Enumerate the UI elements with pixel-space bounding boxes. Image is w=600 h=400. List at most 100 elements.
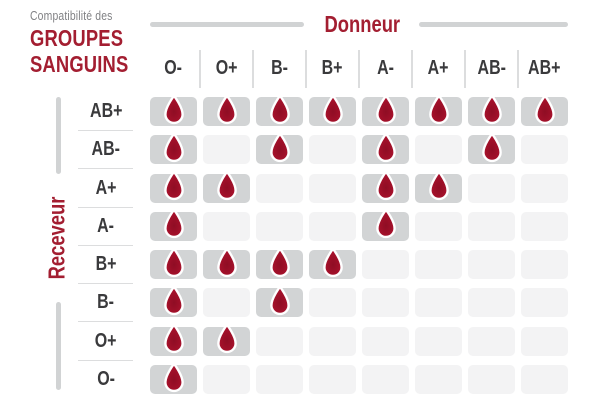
blood-drop-icon	[481, 94, 502, 124]
cell-ab-neg-from-a-neg	[362, 132, 409, 165]
donor-header-label: O-	[164, 56, 183, 79]
receiver-label-b-neg: B-	[78, 288, 133, 323]
blood-drop-icon	[269, 285, 290, 316]
receiver-axis-line-bottom	[56, 302, 61, 390]
receiver-label-ab-neg: AB-	[78, 135, 133, 170]
cell-b-negpos-from-ab-neg	[468, 250, 515, 280]
cell-o-neg-from-ab-negpos	[521, 365, 568, 395]
blood-drop-icon	[375, 94, 396, 124]
cell-b-negpos-from-o-negpos	[203, 247, 250, 280]
blood-drop-icon	[375, 132, 396, 162]
cell-a-neg-from-b-neg	[256, 211, 303, 241]
cell-a-negpos-from-o-neg	[150, 170, 197, 203]
cell-b-neg-from-b-neg	[256, 285, 303, 318]
cell-b-negpos-from-a-negpos	[415, 250, 462, 280]
cell-a-negpos-from-b-neg	[256, 173, 303, 203]
blood-drop-icon	[428, 170, 449, 201]
blood-drop-icon	[163, 94, 184, 124]
blood-drop-icon	[322, 247, 343, 277]
cell-b-neg-from-ab-negpos	[521, 288, 568, 318]
blood-drop-icon	[163, 132, 184, 162]
donor-header-label: B-	[271, 56, 288, 79]
cell-ab-negpos-from-o-negpos	[203, 94, 250, 126]
blood-drop-icon	[163, 323, 184, 354]
donor-header-ab-negpos: AB+	[521, 48, 568, 88]
cell-a-negpos-from-a-neg	[362, 170, 409, 203]
donor-header-label: B+	[322, 56, 343, 79]
cell-ab-negpos-from-ab-negpos	[521, 94, 568, 126]
blood-drop-icon	[534, 94, 555, 124]
cell-o-negpos-from-ab-negpos	[521, 326, 568, 356]
cell-b-negpos-from-a-neg	[362, 250, 409, 280]
blood-drop-icon	[375, 170, 396, 201]
cell-a-negpos-from-ab-neg	[468, 173, 515, 203]
receiver-label-o-negpos: O+	[78, 327, 133, 361]
donor-header-a-negpos: A+	[415, 48, 466, 88]
receiver-label-column: AB+ AB- A+ A- B+ B- O+ O-	[78, 97, 133, 394]
cell-o-negpos-from-b-neg	[256, 326, 303, 356]
blood-drop-icon	[163, 362, 184, 392]
blood-drop-icon	[375, 208, 396, 239]
compatibility-matrix	[150, 94, 568, 395]
blood-drop-icon	[163, 208, 184, 239]
cell-b-negpos-from-b-negpos	[309, 247, 356, 280]
receiver-label-text: B+	[95, 253, 117, 276]
cell-ab-neg-from-ab-neg	[468, 132, 515, 165]
cell-o-negpos-from-a-neg	[362, 326, 409, 356]
donor-header-row: O- O+ B- B+ A- A+ AB- AB+	[150, 48, 568, 88]
chart-title: Compatibilité des GROUPES SANGUINS	[30, 8, 153, 76]
chart-title-line1: GROUPES	[30, 25, 124, 51]
cell-b-neg-from-o-neg	[150, 285, 197, 318]
cell-a-neg-from-b-negpos	[309, 211, 356, 241]
cell-ab-negpos-from-b-negpos	[309, 94, 356, 126]
cell-o-neg-from-o-neg	[150, 362, 197, 395]
donor-header-ab-neg: AB-	[468, 48, 519, 88]
receiver-label-ab-negpos: AB+	[78, 97, 133, 131]
cell-ab-neg-from-o-negpos	[203, 135, 250, 165]
cell-b-negpos-from-o-neg	[150, 247, 197, 280]
donor-axis-label: Donneur	[324, 11, 400, 37]
cell-o-negpos-from-o-neg	[150, 323, 197, 356]
chart-subtitle: Compatibilité des	[30, 8, 113, 23]
blood-drop-icon	[216, 323, 237, 354]
donor-header-label: AB-	[477, 56, 506, 79]
cell-a-negpos-from-ab-negpos	[521, 173, 568, 203]
donor-header-label: AB+	[528, 56, 561, 79]
cell-ab-neg-from-ab-negpos	[521, 135, 568, 165]
receiver-label-text: O+	[95, 329, 117, 352]
cell-b-negpos-from-ab-negpos	[521, 250, 568, 280]
cell-ab-negpos-from-ab-neg	[468, 94, 515, 126]
receiver-axis-label: Receveur	[43, 196, 70, 280]
cell-o-negpos-from-b-negpos	[309, 326, 356, 356]
blood-drop-icon	[428, 94, 449, 124]
donor-axis-line-left	[150, 22, 304, 27]
cell-a-neg-from-o-neg	[150, 208, 197, 241]
cell-ab-negpos-from-b-neg	[256, 94, 303, 126]
receiver-label-b-negpos: B+	[78, 250, 133, 285]
cell-a-neg-from-a-neg	[362, 208, 409, 241]
cell-b-neg-from-a-neg	[362, 288, 409, 318]
receiver-label-text: AB-	[91, 138, 121, 161]
cell-b-negpos-from-b-neg	[256, 247, 303, 280]
cell-o-neg-from-a-neg	[362, 365, 409, 395]
cell-b-neg-from-o-negpos	[203, 288, 250, 318]
blood-drop-icon	[163, 170, 184, 201]
receiver-label-o-neg: O-	[79, 365, 133, 394]
cell-ab-neg-from-b-negpos	[309, 135, 356, 165]
cell-a-neg-from-o-negpos	[203, 211, 250, 241]
cell-o-neg-from-a-negpos	[415, 365, 462, 395]
cell-a-negpos-from-o-negpos	[203, 170, 250, 203]
blood-drop-icon	[269, 94, 290, 124]
blood-drop-icon	[322, 94, 343, 124]
cell-ab-negpos-from-a-negpos	[415, 94, 462, 126]
cell-a-neg-from-ab-negpos	[521, 211, 568, 241]
cell-o-negpos-from-a-negpos	[415, 326, 462, 356]
cell-a-negpos-from-a-negpos	[415, 170, 462, 203]
donor-header-o-negpos: O+	[203, 48, 254, 88]
cell-ab-neg-from-a-negpos	[415, 135, 462, 165]
blood-drop-icon	[216, 94, 237, 124]
receiver-label-text: AB+	[89, 100, 123, 122]
cell-ab-neg-from-o-neg	[150, 132, 197, 165]
cell-b-neg-from-ab-neg	[468, 288, 515, 318]
